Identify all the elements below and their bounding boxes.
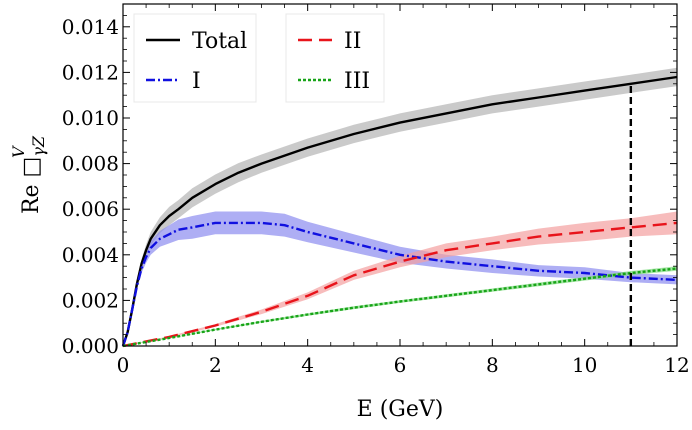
y-tick-label: 0.012 [62, 60, 119, 84]
svg-text:Re □γZV: Re □γZV [9, 135, 48, 214]
series-lines [121, 75, 678, 348]
series-line-total [121, 75, 678, 347]
legend-box [133, 13, 257, 103]
y-tick-label: 0.014 [62, 15, 119, 39]
band-i [123, 211, 677, 346]
x-axis-label: E (GeV) [357, 397, 444, 422]
x-tick-label: 4 [301, 353, 314, 377]
tick-labels: 0 2 4 6 8 10 12 0.000 0.002 0.004 0.006 0.008 0.010 0… [62, 15, 690, 377]
x-tick-label: 0 [117, 353, 130, 377]
x-tick-label: 8 [486, 353, 499, 377]
y-tick-label: 0.006 [62, 197, 119, 221]
legend: Total III III [133, 13, 385, 103]
legend-box [285, 13, 385, 103]
uncertainty-bands [123, 67, 677, 347]
x-tick-label: 12 [664, 353, 689, 377]
y-tick-label: 0.004 [62, 243, 119, 267]
x-tick-label: 2 [209, 353, 222, 377]
band-iii [123, 266, 677, 346]
y-tick-label: 0.002 [62, 288, 119, 312]
y-axis-label-sub: γZ [29, 135, 48, 157]
series-line-i [121, 221, 678, 347]
band-ii [123, 211, 677, 346]
y-axis-label: Re □γZV [9, 135, 48, 214]
y-tick-label: 0.010 [62, 106, 119, 130]
legend-label-ii: II [344, 29, 361, 54]
legend-label-total: Total [192, 29, 247, 54]
y-axis-label-main: Re □ [19, 157, 44, 214]
x-tick-label: 10 [572, 353, 597, 377]
legend-label-iii: III [344, 69, 370, 94]
y-tick-label: 0.008 [62, 152, 119, 176]
x-tick-label: 6 [394, 353, 407, 377]
series-line-ii [122, 221, 678, 348]
legend-label-i: I [192, 69, 201, 94]
series-line-iii [122, 267, 678, 348]
y-tick-label: 0.000 [62, 334, 119, 358]
band-total [123, 67, 677, 347]
y-axis-label-sup: V [9, 145, 28, 158]
axis-ticks [122, 4, 678, 347]
